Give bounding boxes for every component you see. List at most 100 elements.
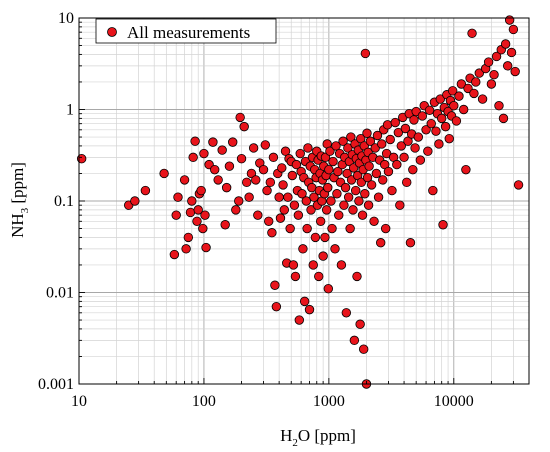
data-point bbox=[140, 185, 151, 196]
data-point bbox=[417, 111, 428, 121]
y-tick-label: 0.1 bbox=[54, 193, 74, 210]
data-point bbox=[357, 210, 368, 220]
data-point bbox=[192, 216, 202, 227]
data-point bbox=[277, 163, 287, 173]
data-point bbox=[491, 51, 502, 62]
data-point bbox=[334, 210, 344, 220]
data-point bbox=[251, 175, 261, 185]
data-point bbox=[400, 123, 411, 134]
data-point bbox=[293, 210, 304, 220]
data-point bbox=[392, 159, 402, 170]
data-point bbox=[342, 168, 352, 179]
data-point bbox=[477, 94, 488, 104]
data-point bbox=[265, 177, 276, 188]
data-point bbox=[298, 244, 308, 254]
data-point bbox=[321, 205, 332, 215]
data-point bbox=[461, 164, 471, 175]
data-point bbox=[248, 143, 259, 153]
data-point bbox=[349, 335, 360, 346]
data-point bbox=[449, 101, 459, 111]
data-point bbox=[328, 156, 338, 167]
data-point bbox=[199, 148, 209, 159]
data-point bbox=[183, 232, 194, 243]
data-point bbox=[246, 168, 257, 179]
data-point bbox=[399, 152, 409, 163]
data-point bbox=[323, 182, 333, 193]
data-point bbox=[362, 172, 373, 183]
data-point bbox=[187, 196, 197, 206]
data-point bbox=[171, 210, 181, 220]
data-point bbox=[423, 146, 433, 156]
data-point bbox=[279, 205, 290, 215]
data-point bbox=[239, 121, 249, 132]
data-point bbox=[376, 238, 386, 248]
data-point bbox=[356, 177, 367, 188]
data-point bbox=[320, 232, 330, 243]
data-point bbox=[431, 126, 441, 136]
data-point bbox=[200, 210, 210, 220]
data-point bbox=[258, 164, 269, 175]
data-point bbox=[362, 128, 372, 138]
data-point bbox=[130, 196, 140, 206]
data-point bbox=[302, 223, 312, 234]
data-point bbox=[440, 121, 451, 132]
data-point bbox=[308, 260, 318, 270]
data-point bbox=[289, 200, 300, 210]
data-point bbox=[387, 185, 397, 196]
data-point bbox=[352, 271, 362, 282]
data-point bbox=[235, 112, 245, 123]
data-point bbox=[185, 207, 196, 218]
data-point bbox=[244, 192, 254, 202]
data-point bbox=[179, 175, 190, 185]
data-point bbox=[275, 213, 286, 223]
legend-marker bbox=[107, 27, 117, 37]
data-point bbox=[280, 146, 291, 156]
data-point bbox=[409, 115, 419, 125]
data-point bbox=[504, 15, 515, 25]
data-point bbox=[447, 86, 458, 96]
data-point bbox=[483, 57, 494, 67]
data-point bbox=[494, 101, 504, 111]
data-point bbox=[303, 143, 313, 153]
y-tick-label: 0.001 bbox=[38, 376, 74, 393]
data-point bbox=[220, 220, 230, 230]
data-point bbox=[458, 104, 469, 115]
data-point bbox=[331, 141, 341, 151]
data-point bbox=[264, 216, 274, 227]
data-point bbox=[469, 88, 479, 99]
legend-label: All measurements bbox=[127, 23, 250, 42]
data-point bbox=[193, 205, 203, 215]
data-point bbox=[383, 166, 394, 177]
data-point bbox=[415, 155, 426, 165]
data-point bbox=[489, 70, 499, 80]
data-point bbox=[408, 164, 418, 175]
data-point bbox=[467, 28, 477, 39]
data-point bbox=[506, 47, 517, 58]
y-axis-label: NH3 [ppm] bbox=[8, 162, 31, 238]
data-point bbox=[301, 196, 312, 206]
data-point bbox=[236, 153, 247, 164]
data-point bbox=[338, 136, 348, 146]
data-point bbox=[294, 315, 305, 325]
data-point bbox=[274, 192, 284, 202]
data-point bbox=[438, 220, 448, 230]
data-point bbox=[413, 132, 424, 142]
data-point bbox=[360, 48, 371, 59]
data-point bbox=[456, 79, 467, 89]
axis-ticks: 10 100 1000 10000 0.001 0.01 0.1 1 10 bbox=[38, 10, 530, 410]
data-point bbox=[159, 168, 169, 179]
data-point bbox=[435, 94, 446, 104]
data-point bbox=[428, 185, 438, 196]
data-point bbox=[360, 189, 370, 199]
data-point bbox=[262, 185, 272, 196]
data-point bbox=[268, 152, 279, 163]
data-point bbox=[373, 192, 384, 202]
data-point bbox=[201, 242, 211, 253]
data-point bbox=[421, 125, 431, 135]
data-point bbox=[315, 216, 326, 227]
data-point bbox=[173, 192, 183, 202]
data-point bbox=[290, 271, 301, 282]
x-axis-label: H2O [ppm] bbox=[280, 426, 356, 449]
data-point bbox=[424, 105, 435, 116]
x-tick-label: 100 bbox=[192, 393, 216, 410]
